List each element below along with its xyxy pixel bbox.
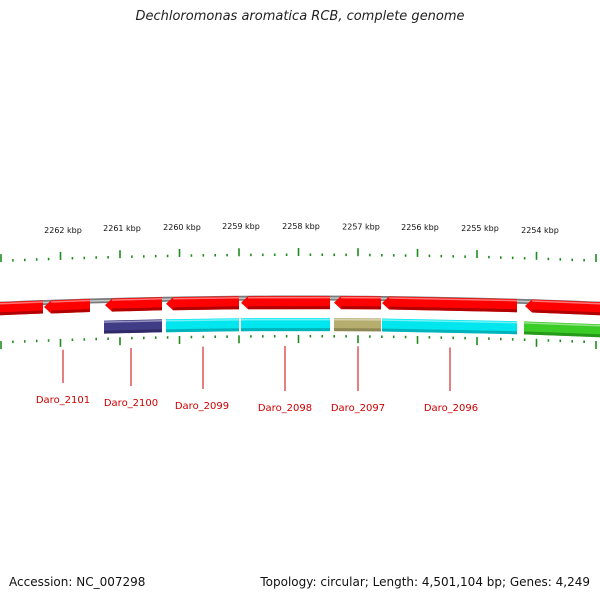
scale-label: 2255 kbp — [461, 224, 499, 233]
genome-title: Dechloromonas aromatica RCB, complete ge… — [135, 9, 465, 24]
gene-label[interactable]: Daro_2100 — [104, 398, 158, 409]
gene-label[interactable]: Daro_2101 — [36, 395, 90, 406]
forward-gene-block — [241, 296, 331, 310]
outer-scale-ticks — [0, 248, 597, 263]
scale-label: 2256 kbp — [401, 223, 439, 232]
scale-label: 2260 kbp — [163, 223, 201, 232]
scale-labels: 2262 kbp 2261 kbp 2260 kbp 2259 kbp 2258 kbp… — [44, 222, 559, 235]
scale-label: 2258 kbp — [282, 222, 320, 231]
forward-gene-block — [525, 299, 600, 316]
gene-label[interactable]: Daro_2096 — [424, 403, 478, 414]
reverse-gene-block — [523, 321, 600, 338]
genome-stats-text: Topology: circular; Length: 4,501,104 bp… — [260, 575, 590, 589]
scale-label: 2262 kbp — [44, 226, 82, 235]
reverse-gene-daro-2096 — [381, 318, 518, 335]
forward-gene-block — [166, 296, 240, 311]
reverse-gene-daro-2098 — [240, 318, 331, 332]
reverse-gene-daro-2100 — [103, 319, 163, 334]
gene-label[interactable]: Daro_2099 — [175, 401, 229, 412]
forward-gene-block — [105, 297, 163, 312]
scale-label: 2254 kbp — [521, 226, 559, 235]
forward-gene-block — [334, 296, 382, 310]
reverse-gene-daro-2097 — [333, 318, 382, 332]
reverse-strand-genes — [103, 318, 600, 338]
gene-label[interactable]: Daro_2098 — [258, 403, 312, 414]
forward-gene-block — [0, 300, 44, 316]
accession-text: Accession: NC_007298 — [9, 575, 146, 589]
forward-gene-block — [44, 299, 91, 314]
scale-label: 2261 kbp — [103, 224, 141, 233]
gene-labels: Daro_2101 Daro_2100 Daro_2099 Daro_2098 Daro… — [36, 346, 478, 414]
reverse-gene-daro-2099 — [165, 318, 240, 333]
gene-label[interactable]: Daro_2097 — [331, 403, 385, 414]
scale-label: 2257 kbp — [342, 222, 380, 231]
forward-strand-genes — [0, 296, 600, 316]
forward-gene-block — [382, 296, 518, 313]
scale-label: 2259 kbp — [222, 222, 260, 231]
inner-scale-ticks — [0, 335, 597, 350]
